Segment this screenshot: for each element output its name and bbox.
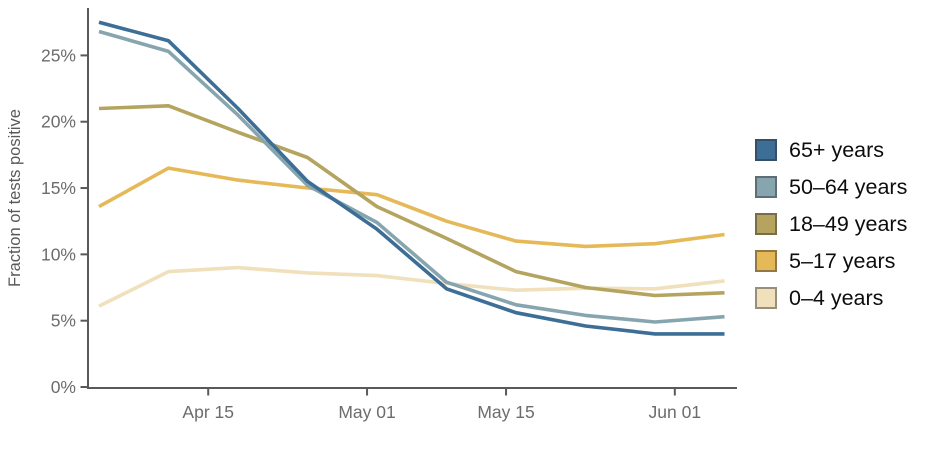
series-line-65-plus [98,20,725,336]
legend-label-0-4: 0–4 years [789,286,884,310]
y-tick-label: 15% [41,178,76,198]
y-tick-label: 20% [41,112,76,132]
y-axis-title: Fraction of tests positive [6,109,24,287]
series-line-18-49 [98,104,725,298]
legend-swatch-50-64 [755,176,777,198]
legend-label-5-17: 5–17 years [789,249,896,273]
x-tick-label: May 15 [477,402,534,422]
legend-swatch-65-plus [755,139,777,161]
legend-item-0-4: 0–4 years [755,287,907,309]
legend-label-18-49: 18–49 years [789,212,908,236]
legend-item-50-64: 50–64 years [755,176,907,198]
x-tick-label: Apr 15 [182,402,234,422]
x-tick-label: Jun 01 [649,402,702,422]
legend-swatch-18-49 [755,213,777,235]
legend: 65+ years 50–64 years 18–49 years 5–17 y… [755,139,907,324]
y-tick-label: 0% [51,377,76,397]
series-line-5-17 [98,166,725,249]
legend-swatch-0-4 [755,287,777,309]
y-tick-label: 10% [41,244,76,264]
legend-item-18-49: 18–49 years [755,213,907,235]
y-tick-label: 25% [41,45,76,65]
x-tick-label: May 01 [338,402,395,422]
legend-label-65-plus: 65+ years [789,138,885,162]
legend-swatch-5-17 [755,250,777,272]
series-line-50-64 [98,29,725,324]
series-line-0-4 [98,265,725,308]
legend-item-65-plus: 65+ years [755,139,907,161]
legend-label-50-64: 50–64 years [789,175,908,199]
y-tick-label: 5% [51,311,76,331]
legend-item-5-17: 5–17 years [755,250,907,272]
